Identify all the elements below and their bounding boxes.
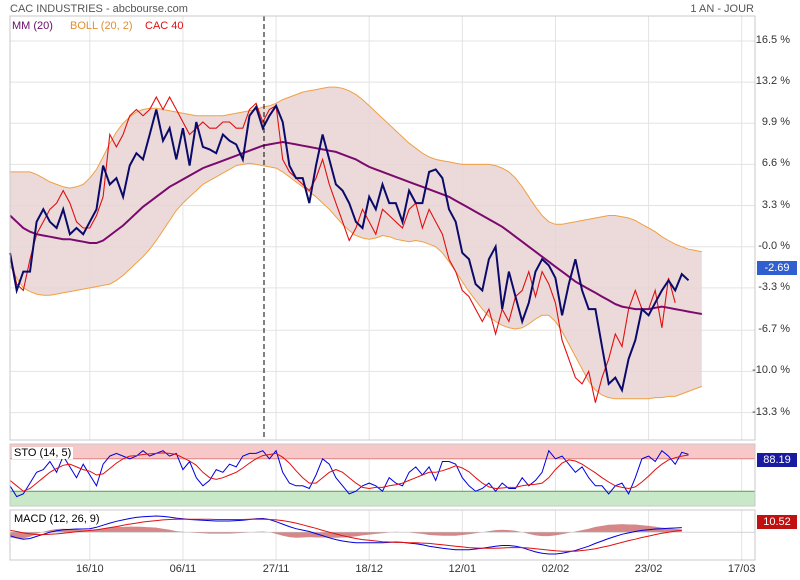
x-tick-label: 16/10 [76, 563, 104, 575]
panel-frames [9, 15, 756, 561]
main-panel-plot [9, 16, 702, 440]
sto-overbought-zone [10, 444, 755, 459]
bollinger-band-fill [10, 87, 702, 399]
bollinger-upper-line [10, 86, 702, 253]
macd-panel-label: MACD (12, 26, 9) [12, 513, 102, 525]
period-selector[interactable]: 1 AN - JOUR [690, 3, 754, 15]
y-tick-label: 3.3 % [761, 198, 790, 211]
last-price-badge: -2.69 [757, 261, 797, 275]
price-line [9, 103, 690, 393]
y-tick-label: -0.0 % [758, 239, 790, 252]
sto-value-badge: 88.19 [757, 453, 797, 467]
chart-title: CAC INDUSTRIES - abcbourse.com [10, 3, 188, 15]
x-tick-label: 18/12 [355, 563, 383, 575]
y-tick-label: 13.2 % [755, 75, 790, 88]
x-tick-label: 06/11 [169, 563, 197, 575]
macd-histogram [10, 524, 682, 539]
sto-panel-plot [9, 444, 755, 506]
sto-panel-label: STO (14, 5) [12, 447, 74, 459]
panel-frame-0 [9, 15, 756, 441]
mm20-line [9, 140, 702, 315]
x-tick-label: 02/02 [541, 563, 570, 575]
y-tick-label: -6.7 % [758, 323, 790, 336]
sto-signal-line [9, 452, 689, 492]
panel-frame-2 [9, 509, 756, 561]
y-tick-label: -13.3 % [752, 405, 790, 418]
y-tick-label: -10.0 % [752, 364, 790, 377]
y-tick-label: 9.9 % [761, 116, 790, 129]
legend-boll: BOLL (20, 2) [70, 20, 133, 32]
macd-panel-plot [9, 515, 755, 555]
legend-mm: MM (20) [12, 20, 53, 32]
legend-cac: CAC 40 [145, 20, 184, 32]
sto-oversold-zone [10, 491, 755, 506]
panel-frame-1 [9, 443, 756, 507]
bollinger-lower-line [9, 162, 702, 400]
cac40-line [9, 95, 676, 403]
macd-signal-line [9, 518, 682, 552]
y-tick-label: -3.3 % [758, 280, 790, 293]
x-tick-label: 12/01 [448, 563, 477, 575]
x-tick-label: 23/02 [634, 563, 663, 575]
x-tick-label: 27/11 [262, 563, 290, 575]
x-tick-label: 17/03 [727, 563, 756, 575]
macd-value-badge: 10.52 [757, 515, 797, 529]
sto-main-line [9, 449, 689, 498]
y-tick-label: 16.5 % [755, 33, 790, 46]
y-tick-label: 6.6 % [761, 157, 790, 170]
